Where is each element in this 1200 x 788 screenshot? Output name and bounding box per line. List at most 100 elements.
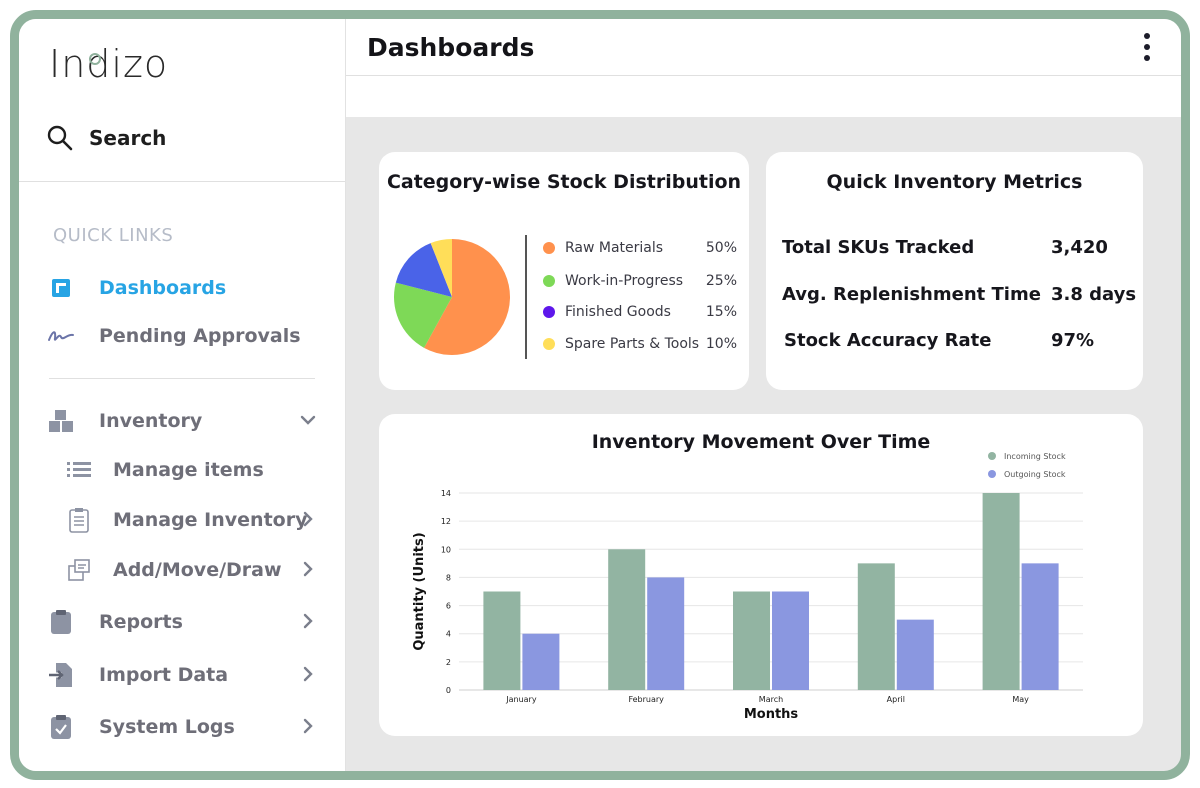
kebab-dot [1144, 44, 1150, 50]
legend-swatch [988, 470, 996, 478]
legend-percent: 10% [705, 336, 737, 352]
sidebar-item-manage-inventory[interactable]: Manage Inventory [65, 504, 317, 536]
sidebar-item-label: Inventory [99, 410, 203, 432]
pie-slice [430, 239, 452, 297]
kebab-dot [1144, 33, 1150, 39]
page-title: Dashboards [367, 33, 535, 62]
legend-swatch [988, 452, 996, 460]
search-label: Search [89, 126, 167, 150]
y-tick-label: 2 [446, 658, 451, 667]
search-icon [47, 125, 73, 151]
clipboard-icon [47, 608, 75, 636]
legend-item: Work-in-Progress 25% [543, 271, 739, 291]
sidebar-item-import-data[interactable]: Import Data [47, 659, 317, 691]
legend-label: Raw Materials [565, 240, 664, 256]
app-logo: Indizo [49, 39, 189, 99]
bar-outgoing [896, 619, 934, 690]
legend-label: Finished Goods [565, 304, 671, 320]
import-icon [47, 661, 75, 689]
bar-incoming [857, 563, 895, 690]
card-title: Category-wise Stock Distribution [386, 171, 742, 193]
legend-swatch [543, 306, 555, 318]
sidebar-divider [49, 378, 315, 379]
bar-incoming [608, 549, 646, 690]
pie-slice [394, 282, 452, 348]
chevron-right-icon[interactable] [299, 560, 317, 582]
sidebar-item-label: Pending Approvals [99, 325, 301, 347]
sidebar-item-dashboards[interactable]: Dashboards [47, 272, 317, 304]
chevron-right-icon[interactable] [299, 510, 317, 532]
legend-divider [525, 235, 527, 359]
legend-item: Raw Materials 50% [543, 238, 739, 258]
chevron-right-icon[interactable] [299, 717, 317, 739]
pie-slice [395, 243, 452, 297]
sidebar-item-system-logs[interactable]: System Logs [47, 711, 317, 743]
sidebar-item-label: System Logs [99, 716, 235, 738]
transfer-icon [65, 556, 93, 584]
x-axis-label: Months [744, 707, 799, 722]
y-tick-label: 0 [446, 686, 451, 695]
sidebar-item-manage-items[interactable]: Manage items [65, 454, 317, 486]
pie-slice [424, 239, 510, 355]
x-tick-label: March [759, 695, 783, 704]
sidebar-item-label: Manage Inventory [113, 509, 308, 531]
y-tick-label: 10 [441, 545, 451, 554]
boxes-icon [47, 407, 75, 435]
chevron-right-icon[interactable] [299, 665, 317, 687]
chevron-right-icon[interactable] [299, 612, 317, 634]
card-title: Quick Inventory Metrics [826, 171, 1083, 193]
legend-percent: 25% [705, 273, 737, 289]
x-tick-label: April [887, 695, 905, 704]
legend-swatch [543, 275, 555, 287]
quick-links-title: QUICK LINKS [53, 225, 174, 246]
legend-label: Spare Parts & Tools [565, 336, 700, 352]
chart-title: Inventory Movement Over Time [591, 431, 931, 453]
bar-incoming [733, 591, 770, 690]
logo-wordmark: Indizo [49, 42, 168, 86]
checklist-icon [65, 506, 93, 534]
signature-icon [47, 322, 75, 350]
legend-percent: 15% [705, 304, 737, 320]
sidebar-item-pending-approvals[interactable]: Pending Approvals [47, 320, 317, 352]
sidebar-item-inventory[interactable]: Inventory [47, 405, 317, 437]
metric-label: Stock Accuracy Rate [784, 330, 992, 351]
svg-text:Indizo: Indizo [49, 42, 168, 86]
metric-label: Avg. Replenishment Time [782, 284, 1041, 305]
chevron-down-icon[interactable] [299, 411, 317, 433]
metric-value: 3.8 days [1051, 284, 1137, 305]
bar-outgoing [647, 577, 685, 690]
bar-outgoing [1021, 563, 1059, 690]
legend-label: Outgoing Stock [1004, 470, 1066, 479]
metric-value: 97% [1051, 330, 1095, 351]
list-icon [65, 456, 93, 484]
x-tick-label: January [505, 695, 537, 704]
header-divider [346, 75, 1181, 76]
metric-value: 3,420 [1051, 237, 1108, 258]
bar-outgoing [522, 633, 560, 690]
sidebar-divider [19, 181, 345, 182]
app-frame: Indizo Search QUICK LINKS Dashboards Pen… [10, 10, 1190, 780]
legend-percent: 50% [705, 240, 737, 256]
sidebar-item-label: Dashboards [99, 277, 227, 299]
bar-incoming [483, 591, 521, 690]
metric-label: Total SKUs Tracked [782, 237, 975, 258]
y-tick-label: 14 [441, 489, 451, 498]
more-options-button[interactable] [1141, 33, 1153, 65]
legend-label: Incoming Stock [1004, 452, 1066, 461]
sidebar-item-label: Manage items [113, 459, 264, 481]
search-button[interactable]: Search [47, 122, 307, 154]
bar-chart: 0 2 4 6 8 10 12 14 January February March April May M… [412, 452, 1083, 722]
legend-swatch [543, 338, 555, 350]
inventory-movement-card: Inventory Movement Over Time 0 2 4 6 8 10 12 14… [379, 414, 1143, 736]
sidebar-item-add-move-draw[interactable]: Add/Move/Draw [65, 554, 317, 586]
kebab-dot [1144, 55, 1150, 61]
page-header: Dashboards [346, 19, 1181, 117]
y-tick-label: 12 [441, 517, 451, 526]
sidebar-item-reports[interactable]: Reports [47, 606, 317, 638]
legend-swatch [543, 242, 555, 254]
legend-item: Finished Goods 15% [543, 302, 739, 322]
pie-chart [394, 239, 510, 355]
x-tick-label: May [1012, 695, 1029, 704]
y-tick-label: 6 [446, 602, 451, 611]
legend-item: Spare Parts & Tools 10% [543, 334, 739, 354]
